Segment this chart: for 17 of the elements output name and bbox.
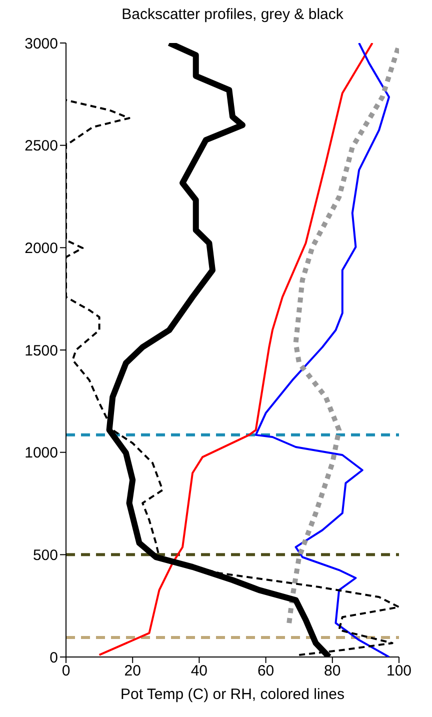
y-tick-label: 500 — [32, 546, 58, 564]
x-tick-label: 60 — [257, 662, 274, 680]
x-tick-label: 80 — [324, 662, 341, 680]
y-tick-label: 2000 — [24, 240, 58, 257]
x-tick-label: 40 — [190, 662, 208, 680]
y-tick-label: 3000 — [24, 35, 58, 52]
x-tick-label: 100 — [386, 662, 412, 680]
y-tick-label: 1500 — [24, 342, 58, 360]
x-axis-title: Pot Temp (C) or RH, colored lines — [120, 686, 344, 703]
x-tick-label: 0 — [62, 662, 70, 680]
y-tick-label: 1000 — [24, 444, 58, 462]
y-tick-label: 2500 — [24, 138, 58, 155]
x-tick-label: 20 — [124, 662, 141, 680]
line-series — [254, 43, 390, 657]
line-series — [98, 43, 374, 656]
y-tick-label: 0 — [50, 649, 58, 666]
chart-title: Backscatter profiles, grey & black — [120, 6, 344, 23]
